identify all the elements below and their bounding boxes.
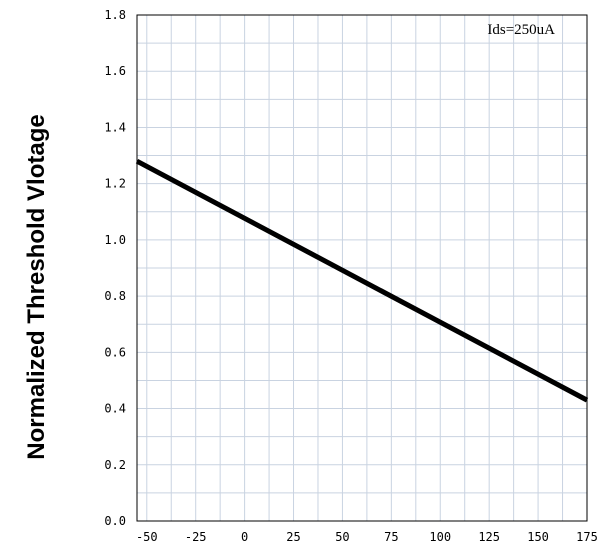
x-tick-label: 150 [527, 530, 549, 544]
x-tick-label: 100 [429, 530, 451, 544]
y-tick-label: 1.0 [104, 233, 126, 247]
y-tick-label: 0.8 [104, 289, 126, 303]
x-tick-labels: -50 -25 0 25 50 75 100 125 150 175 [136, 530, 598, 544]
x-tick-label: 75 [384, 530, 398, 544]
y-axis-label: Normalized Threshold Vlotage [23, 114, 50, 459]
plot-frame [136, 14, 588, 522]
x-tick-label: 25 [286, 530, 300, 544]
series-line [135, 158, 589, 403]
x-tick-label: -50 [136, 530, 158, 544]
grid [137, 15, 588, 521]
y-tick-label: 0.2 [104, 458, 126, 472]
x-tick-label: 50 [335, 530, 349, 544]
x-tick-label: 0 [241, 530, 248, 544]
y-tick-label: 0.0 [104, 514, 126, 528]
y-tick-label: 1.6 [104, 64, 126, 78]
y-tick-labels: 0.0 0.2 0.4 0.6 0.8 1.0 1.2 1.4 1.6 1.8 [104, 8, 126, 528]
x-tick-label: 125 [478, 530, 500, 544]
y-tick-label: 1.4 [104, 120, 126, 134]
series-group [135, 158, 589, 403]
y-tick-label: 1.8 [104, 8, 126, 22]
annotation-label: Ids=250uA [487, 22, 555, 38]
y-tick-label: 0.6 [104, 345, 126, 359]
y-tick-label: 1.2 [104, 177, 126, 191]
x-tick-label: 175 [576, 530, 598, 544]
x-tick-label: -25 [185, 530, 207, 544]
y-tick-label: 0.4 [104, 402, 126, 416]
